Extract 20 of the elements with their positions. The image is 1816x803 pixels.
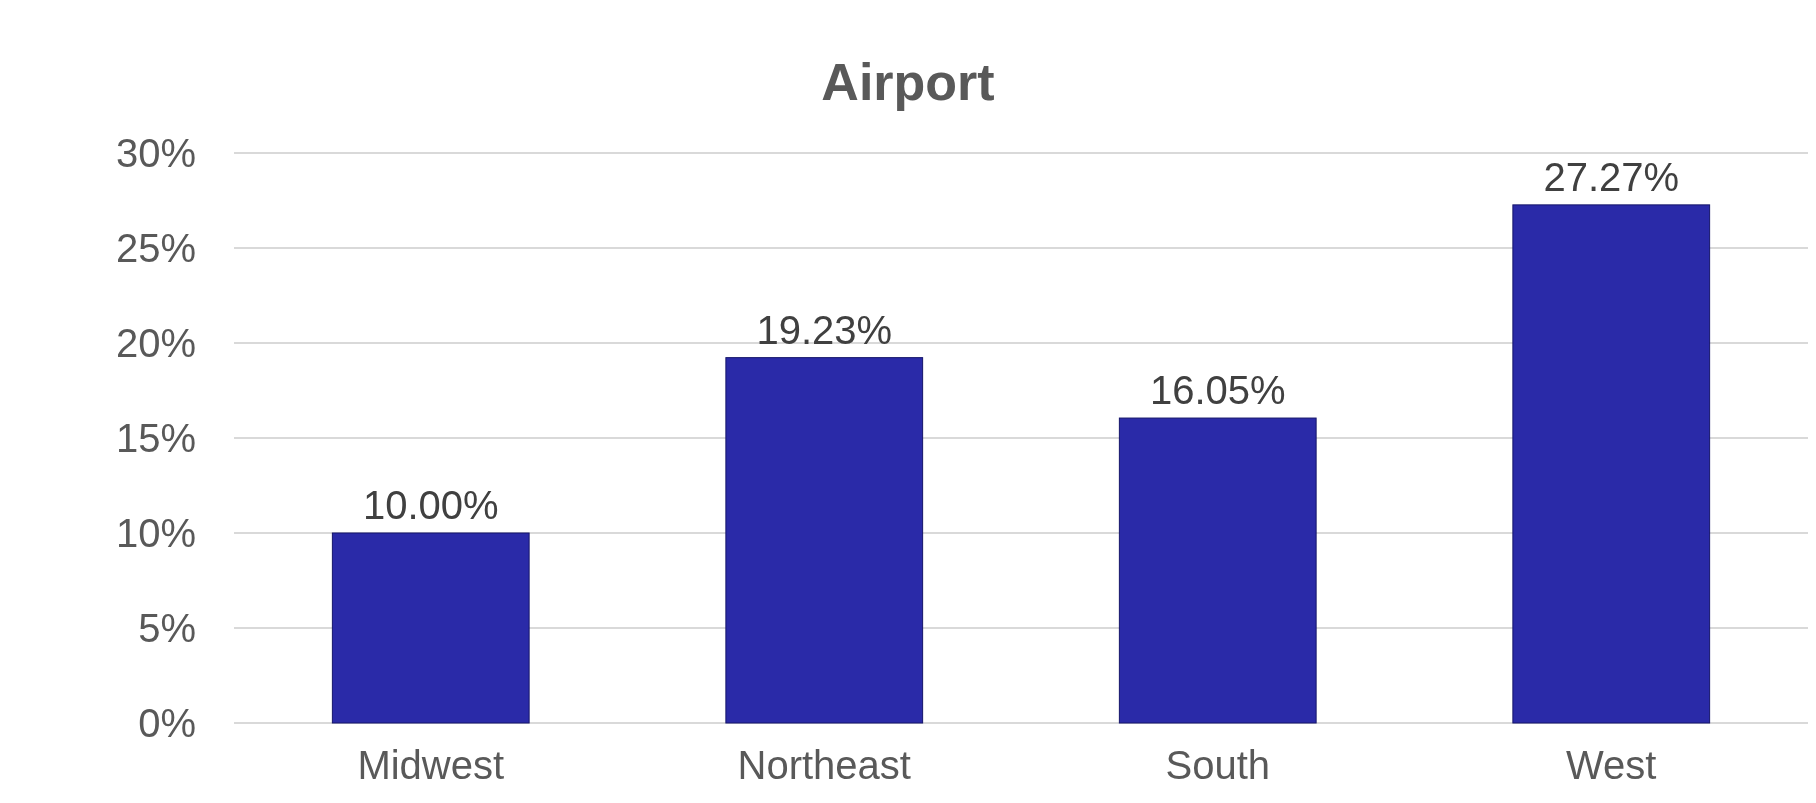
x-tick-label: Midwest [357, 743, 505, 787]
chart-title: Airport [821, 53, 995, 111]
y-tick-label: 25% [115, 226, 196, 270]
y-tick-label: 15% [115, 416, 196, 460]
data-label: 10.00% [362, 483, 499, 527]
x-tick-label: West [1566, 743, 1657, 787]
y-tick-label: 5% [138, 606, 196, 650]
bar [725, 357, 924, 724]
data-label: 19.23% [756, 307, 893, 352]
data-label: 16.05% [1149, 368, 1286, 413]
data-label: 27.27% [1543, 154, 1680, 199]
x-tick-label: Northeast [737, 743, 911, 787]
y-tick-label: 0% [138, 701, 196, 745]
bar [1512, 204, 1711, 724]
y-tick-label: 20% [115, 321, 196, 365]
y-tick-label: 10% [115, 511, 196, 555]
x-tick-label: South [1165, 743, 1271, 787]
bar [331, 532, 530, 724]
bar [1118, 417, 1317, 724]
y-tick-label: 30% [115, 131, 196, 175]
